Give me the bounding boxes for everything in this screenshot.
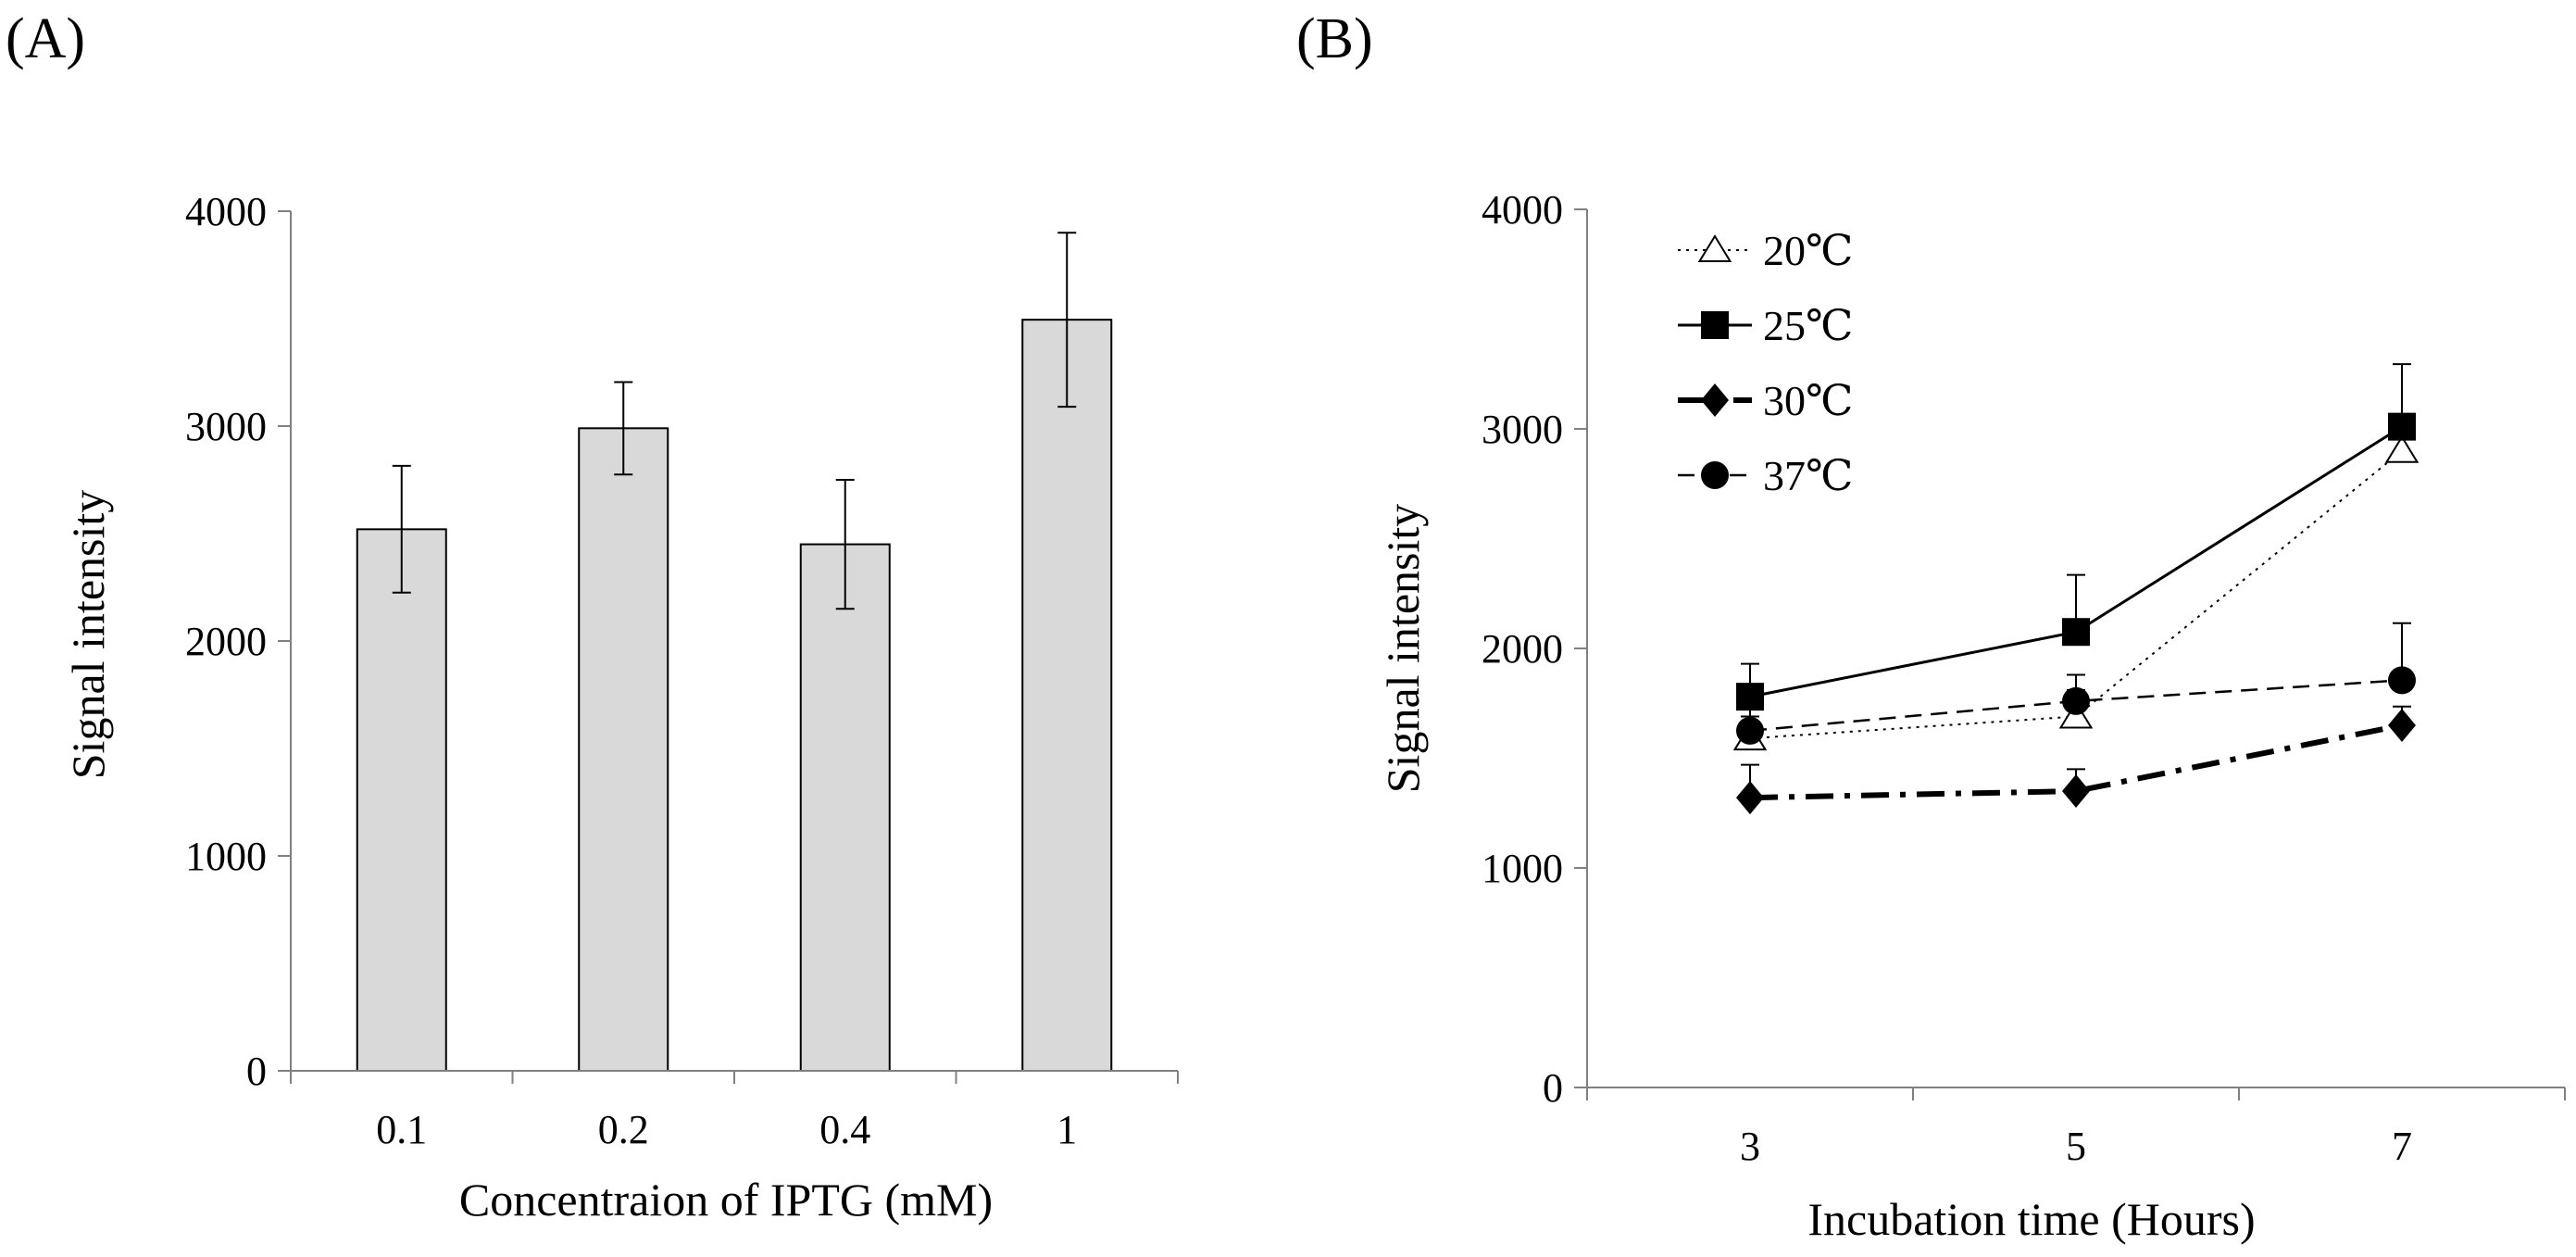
legend-marker [1697, 234, 1732, 262]
y-tick-label: 4000 [185, 189, 267, 234]
legend-label: 20℃ [1763, 227, 1853, 274]
x-tick-label: 0.1 [376, 1107, 427, 1152]
y-tick-label: 0 [246, 1049, 267, 1094]
series-25℃ [1736, 363, 2416, 711]
bar [356, 528, 447, 1072]
panel-a-y-ticks: 0 1000 2000 3000 4000 [185, 189, 291, 1094]
legend-label: 30℃ [1763, 377, 1853, 424]
panel-a-x-ticks: 0.1 0.2 0.4 1 [290, 1071, 1179, 1152]
panel-a-label: (A) [6, 7, 85, 70]
series-37℃ [1736, 622, 2416, 745]
legend-marker [1701, 311, 1729, 339]
data-point [2058, 700, 2094, 729]
x-tick-label: 3 [1740, 1124, 1760, 1169]
series-30℃ [1736, 705, 2416, 815]
x-tick-label: 0.2 [598, 1107, 649, 1152]
y-tick-label: 1000 [185, 834, 267, 879]
data-point [2062, 686, 2090, 715]
panel-a-x-axis-title: Concentraion of IPTG (mM) [459, 1174, 993, 1226]
data-point [2062, 618, 2090, 647]
data-point [1736, 781, 1764, 815]
y-tick-label: 1000 [1482, 846, 1563, 891]
panel-b-legend: 20℃ 25℃ 30℃ 37℃ [1678, 227, 1853, 499]
panel-b-y-axis-title: Signal intensity [1377, 504, 1429, 794]
data-point [2388, 412, 2416, 441]
panel-a-chart: (A) 0 1000 2000 3000 4000 0.1 0.2 0.4 1 Concent… [6, 7, 1179, 1226]
x-tick-label: 5 [2066, 1124, 2086, 1169]
panel-b-y-ticks: 0 1000 2000 3000 4000 [1482, 187, 1587, 1111]
y-tick-label: 4000 [1482, 187, 1563, 233]
data-point [2384, 434, 2420, 463]
bar [1021, 319, 1113, 1073]
y-tick-label: 2000 [1482, 626, 1563, 672]
legend-marker [1701, 383, 1729, 417]
panel-a-bars [356, 232, 1113, 1073]
bar [799, 543, 891, 1072]
bar [578, 427, 669, 1072]
y-tick-label: 3000 [1482, 407, 1563, 452]
panel-b-x-axis-title: Incubation time (Hours) [1807, 1193, 2255, 1245]
y-tick-label: 2000 [185, 619, 267, 664]
legend-label: 37℃ [1763, 452, 1853, 499]
legend-marker [1701, 461, 1729, 489]
panel-a-y-axis-title: Signal intensity [62, 490, 114, 780]
data-point [2388, 666, 2416, 695]
x-tick-label: 7 [2392, 1124, 2412, 1169]
panel-b-series [1732, 363, 2420, 815]
y-tick-label: 3000 [185, 404, 267, 449]
panel-b-label: (B) [1296, 7, 1373, 70]
data-point [2388, 708, 2416, 742]
x-tick-label: 1 [1057, 1107, 1077, 1152]
panel-b-chart: (B) 0 1000 2000 3000 4000 3 5 7 20℃ 25℃ 30℃ 37℃ I… [1296, 7, 2566, 1245]
y-tick-label: 0 [1543, 1065, 1563, 1111]
panel-b-x-ticks: 3 5 7 [1586, 1087, 2566, 1169]
legend-label: 25℃ [1763, 302, 1853, 349]
data-point [2062, 774, 2090, 809]
x-tick-label: 0.4 [819, 1107, 870, 1152]
data-point [1736, 716, 1764, 745]
